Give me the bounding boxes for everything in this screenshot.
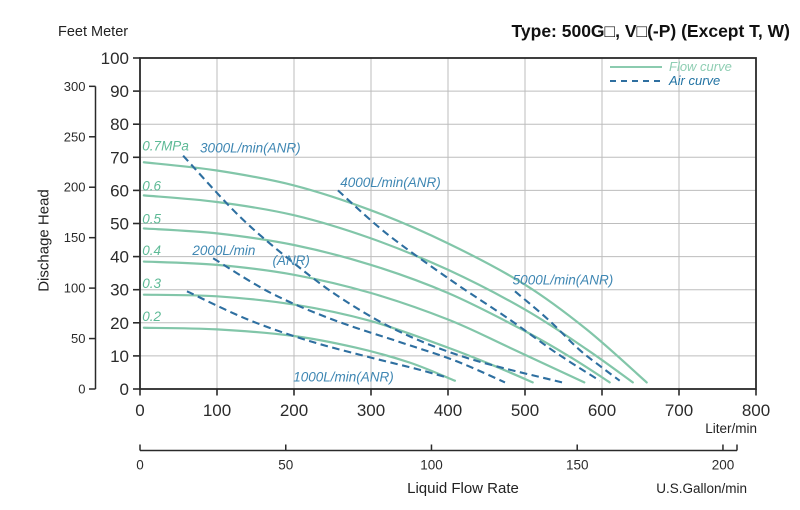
- flow-curve-0.5: [142, 227, 611, 384]
- air-curve-label2-2000: (ANR): [272, 253, 310, 268]
- liter-tick-label: 700: [665, 401, 693, 420]
- gallon-tick-label: 50: [278, 458, 293, 473]
- chart-title: Type: 500G□, V□(-P) (Except T, W): [511, 21, 791, 41]
- x-axis-title: Liquid Flow Rate: [407, 480, 519, 497]
- feet-tick-label: 150: [64, 230, 86, 245]
- flow-curve-label-0.6: 0.6: [142, 178, 161, 193]
- feet-axis: 0 50 100 150 200 250 300: [64, 79, 97, 397]
- flow-curve-0.4: [142, 260, 586, 384]
- gallon-axis-unit-label: U.S.Gallon/min: [656, 481, 747, 496]
- meter-tick-label: 60: [110, 181, 129, 200]
- feet-tick-label: 0: [78, 382, 85, 397]
- air-curve-3000: [182, 154, 563, 384]
- meter-tick-label: 20: [110, 314, 129, 333]
- flow-curve-0.7MPa: [142, 161, 648, 384]
- air-curve-label-1000: 1000L/min(ANR): [293, 369, 394, 384]
- air-curve-1000: [186, 290, 447, 379]
- meter-axis: 0 10 20 30 40 50 60 70 80 90 100: [101, 49, 140, 399]
- feet-tick-label: 250: [64, 129, 86, 144]
- meter-tick-label: 50: [110, 215, 129, 234]
- liter-tick-label: 0: [135, 401, 144, 420]
- gallon-tick-label: 100: [420, 458, 443, 473]
- air-curve-4000: [337, 189, 601, 382]
- feet-tick-label: 100: [64, 281, 86, 296]
- flow-curve-label-0.5: 0.5: [142, 212, 161, 227]
- flow-curve-0.3: [142, 293, 534, 384]
- feet-tick-label: 300: [64, 79, 86, 94]
- meter-tick-label: 30: [110, 281, 129, 300]
- meter-tick-label: 80: [110, 115, 129, 134]
- meter-tick-label: 10: [110, 347, 129, 366]
- gallon-tick-label: 200: [712, 458, 735, 473]
- flow-curve-label-0.7: 0.7MPa: [142, 139, 189, 154]
- feet-tick-label: 200: [64, 180, 86, 195]
- air-curve-2000: [212, 257, 506, 384]
- gallon-axis: 0 50 100 150 200: [136, 444, 738, 473]
- liter-tick-label: 500: [511, 401, 539, 420]
- feet-tick-label: 50: [71, 331, 85, 346]
- meter-tick-label: 100: [101, 49, 129, 68]
- y-axis-units-header: Feet Meter: [58, 24, 129, 40]
- liter-tick-label: 300: [357, 401, 385, 420]
- plot-grid: [140, 58, 756, 389]
- x-axis-unit-label: Liter/min: [705, 421, 757, 436]
- liter-tick-label: 200: [280, 401, 308, 420]
- flow-curve-label-0.3: 0.3: [142, 276, 161, 291]
- legend-air-line-swatch: [610, 79, 660, 82]
- liter-tick-label: 100: [203, 401, 231, 420]
- meter-tick-label: 0: [120, 380, 129, 399]
- legend-flow-label: Flow curve: [669, 59, 732, 74]
- air-curve-label-5000: 5000L/min(ANR): [513, 273, 614, 288]
- flow-curve-label-0.4: 0.4: [142, 243, 161, 258]
- liter-axis: 0 100 200 300 400 500 600 700 800: [135, 389, 770, 420]
- meter-tick-label: 90: [110, 82, 129, 101]
- meter-tick-label: 70: [110, 148, 129, 167]
- legend-flow-line-swatch: [610, 66, 662, 68]
- air-curve-label-4000: 4000L/min(ANR): [340, 175, 441, 190]
- gallon-tick-label: 150: [566, 458, 589, 473]
- meter-tick-label: 40: [110, 248, 129, 267]
- air-curves: [182, 154, 621, 384]
- y-axis-title: Dischage Head: [35, 189, 53, 292]
- flow-curve-0.2: [142, 326, 456, 382]
- liter-tick-label: 400: [434, 401, 462, 420]
- air-curve-5000: [514, 290, 621, 382]
- liter-tick-label: 800: [742, 401, 770, 420]
- air-curve-label-3000: 3000L/min(ANR): [200, 140, 301, 155]
- curve-labels: 0.7MPa 0.6 0.5 0.4 0.3 0.2 1000L/min(ANR) 2000L…: [142, 139, 613, 385]
- liter-tick-label: 600: [588, 401, 616, 420]
- gallon-tick-label: 0: [136, 458, 144, 473]
- legend-air-label: Air curve: [669, 72, 721, 88]
- air-curve-label-2000: 2000L/min: [191, 243, 255, 258]
- flow-curve-label-0.2: 0.2: [142, 309, 161, 324]
